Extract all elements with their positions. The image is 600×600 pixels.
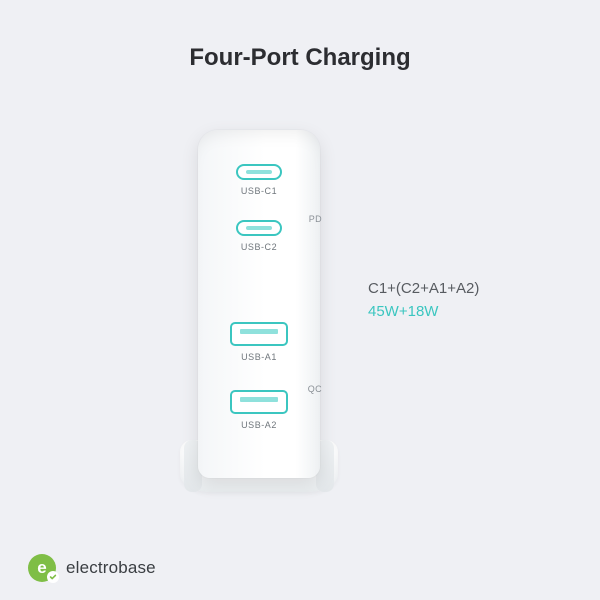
power-spec: C1+(C2+A1+A2) 45W+18W xyxy=(368,280,479,320)
port-label: USB-A2 xyxy=(230,420,288,430)
port-label: USB-C1 xyxy=(236,186,282,196)
port-label: USB-C2 xyxy=(236,242,282,252)
usb-c-slot-icon xyxy=(236,164,282,180)
pd-tag: PD xyxy=(309,214,322,224)
brand-logo-icon: e xyxy=(28,554,56,582)
brand-mark: e electrobase xyxy=(28,554,156,582)
brand-name: electrobase xyxy=(66,558,156,578)
spec-wattage: 45W+18W xyxy=(368,303,479,320)
port-usb-a1: USB-A1 xyxy=(230,322,288,362)
port-usb-c2: USB-C2 xyxy=(236,220,282,252)
logo-letter: e xyxy=(37,559,46,576)
check-icon xyxy=(47,571,59,583)
usb-a-slot-icon xyxy=(230,390,288,414)
port-usb-c1: USB-C1 xyxy=(236,164,282,196)
port-usb-a2: USB-A2 xyxy=(230,390,288,430)
page-title: Four-Port Charging xyxy=(0,44,600,72)
usb-a-slot-icon xyxy=(230,322,288,346)
qc-tag: QC xyxy=(308,384,322,394)
charger-body: USB-C1 USB-C2 USB-A1 USB-A2 PD QC xyxy=(198,130,320,478)
spec-config: C1+(C2+A1+A2) xyxy=(368,280,479,297)
port-label: USB-A1 xyxy=(230,352,288,362)
usb-c-slot-icon xyxy=(236,220,282,236)
